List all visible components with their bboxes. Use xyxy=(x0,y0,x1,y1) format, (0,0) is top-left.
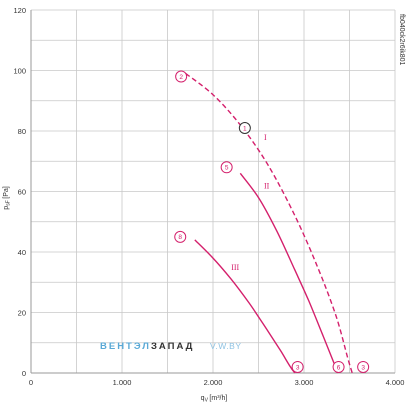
curve-marker-circle-0 xyxy=(175,70,188,83)
y-tick-label-12: 120 xyxy=(13,6,26,15)
x-tick-label-4: 2.000 xyxy=(204,378,223,387)
chart-axes xyxy=(30,10,395,374)
curve-marker-number-3: 8 xyxy=(178,234,182,241)
curve-marker-number-4: 3 xyxy=(296,364,300,371)
curve-marker-circle-5 xyxy=(332,360,345,373)
y-tick-label-4: 40 xyxy=(18,248,26,257)
y-tick-label-10: 100 xyxy=(13,67,26,76)
series-line-III xyxy=(194,239,296,374)
curve-marker-3: 8 xyxy=(174,230,187,243)
series-line-I xyxy=(185,72,353,374)
curve-marker-circle-3 xyxy=(174,230,187,243)
side-code-label: fb040ck2r6ik801 xyxy=(398,14,405,65)
curve-marker-number-6: 3 xyxy=(361,364,365,371)
curve-label-II: II xyxy=(264,181,270,190)
y-tick-label-8: 80 xyxy=(18,127,26,136)
watermark-part1: ВЕНТЭЛ xyxy=(100,341,151,352)
watermark: ВЕНТЭЛЗАПАД V.W.BY xyxy=(100,341,242,352)
x-tick-label-6: 3.000 xyxy=(295,378,314,387)
y-tick-label-2: 20 xyxy=(18,309,26,318)
curve-marker-6: 3 xyxy=(357,360,370,373)
curve-marker-circle-6 xyxy=(357,360,370,373)
curve-markers: 2 1 5 8 3 6 3 xyxy=(174,70,370,373)
curve-marker-number-5: 6 xyxy=(337,364,341,371)
x-axis-label-sub: V xyxy=(205,398,209,404)
curve-marker-number-1: 1 xyxy=(243,125,247,132)
x-tick-label-8: 4.000 xyxy=(386,378,405,387)
x-axis-label-main: q xyxy=(201,395,205,402)
x-tick-label-2: 1.000 xyxy=(113,378,132,387)
curve-label-I: I xyxy=(264,133,267,142)
curve-marker-1: 1 xyxy=(238,121,251,134)
x-axis-label: qV [m³/h] xyxy=(201,395,228,404)
chart-series xyxy=(185,72,353,374)
curve-label-III: III xyxy=(231,263,239,272)
chart-grid xyxy=(30,9,396,374)
y-axis-label-main: p xyxy=(3,206,10,210)
curve-marker-5: 6 xyxy=(332,360,345,373)
curve-marker-4: 3 xyxy=(291,360,304,373)
watermark-part3: V.W.BY xyxy=(210,341,242,351)
y-tick-label-0: 0 xyxy=(22,369,26,378)
x-axis-ticks: 0 1.000 2.000 3.000 4.000 xyxy=(29,378,404,387)
curve-marker-number-2: 5 xyxy=(225,165,229,172)
curve-marker-circle-4 xyxy=(291,360,304,373)
watermark-part2: ЗАПАД xyxy=(151,341,195,352)
curve-marker-circle-1 xyxy=(238,121,251,134)
y-axis-label-unit: [Pa] xyxy=(3,186,10,199)
y-axis-label-sub: sF xyxy=(6,200,12,206)
curve-marker-number-0: 2 xyxy=(179,74,183,81)
y-tick-label-6: 60 xyxy=(18,188,26,197)
series-line-II xyxy=(239,172,339,374)
y-axis-label: psF[Pa] xyxy=(3,186,12,209)
curve-marker-circle-2 xyxy=(220,161,233,174)
x-axis-label-unit: [m³/h] xyxy=(209,395,227,402)
curve-marker-2: 5 xyxy=(220,161,233,174)
curve-marker-0: 2 xyxy=(175,70,188,83)
svg-text:ВЕНТЭЛЗАПАД: ВЕНТЭЛЗАПАД xyxy=(100,341,194,352)
y-axis-ticks: 0 20 40 60 80 100 120 xyxy=(13,6,26,378)
x-tick-label-0: 0 xyxy=(29,378,33,387)
